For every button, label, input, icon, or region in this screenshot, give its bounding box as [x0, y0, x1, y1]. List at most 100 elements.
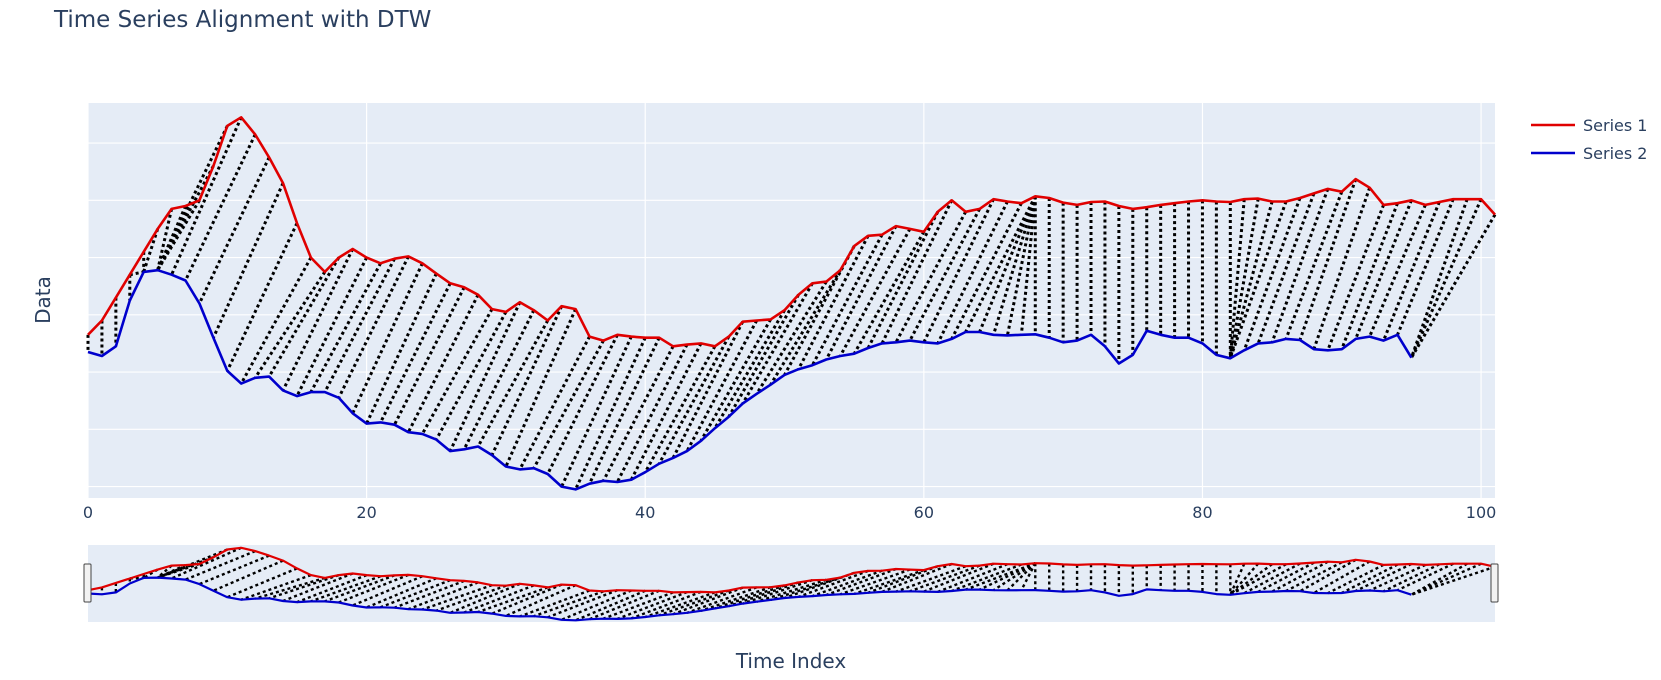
warping-line: [462, 309, 536, 451]
warping-line: [198, 554, 270, 586]
warping-line: [992, 562, 1036, 592]
plot-background: [88, 103, 1495, 498]
warping-line: [185, 550, 256, 581]
chart-title: Time Series Alignment with DTW: [53, 7, 431, 33]
warping-line: [518, 335, 591, 471]
warping-line: [129, 270, 145, 277]
warping-line: [1312, 187, 1372, 350]
warping-line: [449, 582, 521, 614]
warping-line: [296, 574, 368, 604]
series-line-1: [87, 546, 1496, 594]
warping-line: [603, 591, 674, 620]
warping-line: [504, 308, 577, 468]
series-line-1: [87, 116, 1496, 348]
warping-line: [756, 578, 827, 603]
legend-label: Series 1: [1583, 116, 1647, 135]
warping-line: [1313, 560, 1371, 595]
warping-line: [978, 195, 1037, 333]
warping-line: [434, 311, 508, 441]
warping-line: [1383, 563, 1440, 593]
x-tick-label: 20: [356, 503, 376, 522]
warping-line: [240, 573, 312, 601]
warping-line: [950, 202, 1023, 340]
warping-line: [574, 337, 647, 491]
x-axis-ticks: 0 20 40 60 80 100: [83, 503, 1496, 522]
warping-line: [1355, 562, 1412, 593]
warping-line: [1006, 562, 1037, 592]
warping-line: [589, 589, 660, 621]
warping-line: [1396, 198, 1455, 336]
warping-line: [212, 182, 285, 339]
warping-line: [435, 584, 507, 612]
warping-line: [394, 579, 465, 609]
warping-line: [992, 195, 1037, 336]
range-slider-handles[interactable]: [83, 563, 1499, 603]
range-slider-warping-lines: [86, 546, 1496, 622]
warping-line: [1341, 563, 1399, 595]
range-slider-left-handle[interactable]: [83, 563, 92, 603]
range-slider[interactable]: [83, 545, 1499, 622]
main-plot[interactable]: [86, 103, 1497, 498]
warping-line: [686, 586, 758, 614]
warping-line: [616, 343, 689, 483]
warping-line: [281, 248, 355, 392]
legend: Series 1 Series 2: [1531, 116, 1647, 163]
warping-line: [156, 125, 229, 271]
warping-line: [602, 345, 675, 482]
warping-line: [657, 335, 731, 465]
warping-line: [894, 211, 967, 343]
warping-line: [825, 567, 897, 597]
range-slider-right-handle[interactable]: [1490, 563, 1499, 603]
warping-line: [184, 133, 257, 282]
warping-line: [380, 579, 451, 609]
warping-line: [588, 337, 661, 485]
warping-line: [951, 563, 1022, 593]
warping-line: [267, 256, 341, 378]
y-axis-title: Data: [31, 276, 55, 324]
warping-line: [337, 255, 410, 399]
series-line-2: [87, 576, 1412, 622]
warping-line: [866, 211, 940, 349]
warping-line: [519, 589, 590, 618]
warping-line: [1256, 192, 1316, 344]
warping-line: [1228, 200, 1288, 359]
warping-line: [742, 579, 813, 605]
warping-line: [769, 269, 842, 386]
warping-line: [798, 569, 869, 599]
warping-line: [366, 577, 437, 609]
warping-line: [616, 590, 688, 620]
warping-line: [1369, 563, 1426, 592]
warping-line: [922, 198, 995, 343]
warping-line: [658, 589, 730, 617]
warping-line: [1410, 562, 1482, 596]
warping-line: [1284, 191, 1344, 340]
warping-line: [936, 200, 1009, 345]
warping-line: [755, 280, 828, 395]
warping-line: [880, 199, 954, 345]
warping-line: [561, 589, 632, 621]
warping-line: [937, 563, 1008, 593]
warping-line: [839, 568, 911, 596]
warping-line: [699, 318, 772, 442]
warping-line: [1354, 199, 1413, 340]
warping-line: [1382, 201, 1441, 342]
warping-line: [629, 342, 703, 481]
warping-line: [1243, 562, 1301, 595]
warping-line: [407, 581, 479, 611]
warping-line: [338, 573, 409, 604]
warping-line: [1299, 558, 1357, 593]
warping-line: [1257, 561, 1315, 593]
warping-line: [714, 584, 785, 610]
range-slider-series-lines: [87, 546, 1496, 622]
warping-line: [156, 208, 174, 271]
warping-line: [282, 572, 354, 603]
x-tick-label: 0: [83, 503, 93, 522]
x-tick-label: 60: [914, 503, 934, 522]
warping-line: [824, 225, 898, 361]
warping-line: [1410, 198, 1483, 359]
warping-line: [1271, 560, 1329, 593]
warping-line: [505, 584, 577, 617]
warping-line: [713, 309, 786, 429]
warping-line: [853, 568, 925, 596]
warping-line: [142, 228, 160, 273]
